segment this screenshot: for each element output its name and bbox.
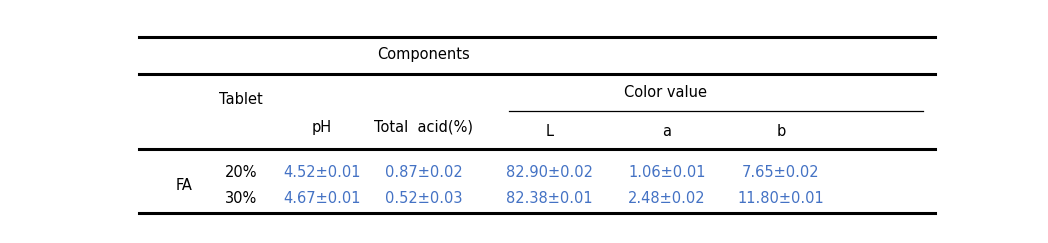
- Text: 2.48±0.02: 2.48±0.02: [628, 191, 706, 206]
- Text: 82.90±0.02: 82.90±0.02: [506, 165, 593, 180]
- Text: Color value: Color value: [624, 85, 706, 100]
- Text: 82.38±0.01: 82.38±0.01: [506, 191, 592, 206]
- Text: 11.80±0.01: 11.80±0.01: [738, 191, 824, 206]
- Text: FA: FA: [176, 178, 193, 193]
- Text: 20%: 20%: [224, 165, 257, 180]
- Text: Tablet: Tablet: [219, 92, 262, 107]
- Text: Components: Components: [377, 47, 470, 62]
- Text: 4.52±0.01: 4.52±0.01: [283, 165, 361, 180]
- Text: 4.67±0.01: 4.67±0.01: [283, 191, 361, 206]
- Text: pH: pH: [312, 120, 332, 135]
- Text: L: L: [545, 124, 553, 139]
- Text: 0.52±0.03: 0.52±0.03: [385, 191, 462, 206]
- Text: 7.65±0.02: 7.65±0.02: [742, 165, 820, 180]
- Text: b: b: [777, 124, 785, 139]
- Text: Total  acid(%): Total acid(%): [374, 120, 473, 135]
- Text: 0.87±0.02: 0.87±0.02: [385, 165, 462, 180]
- Text: 1.06±0.01: 1.06±0.01: [629, 165, 705, 180]
- Text: a: a: [662, 124, 672, 139]
- Text: 30%: 30%: [224, 191, 257, 206]
